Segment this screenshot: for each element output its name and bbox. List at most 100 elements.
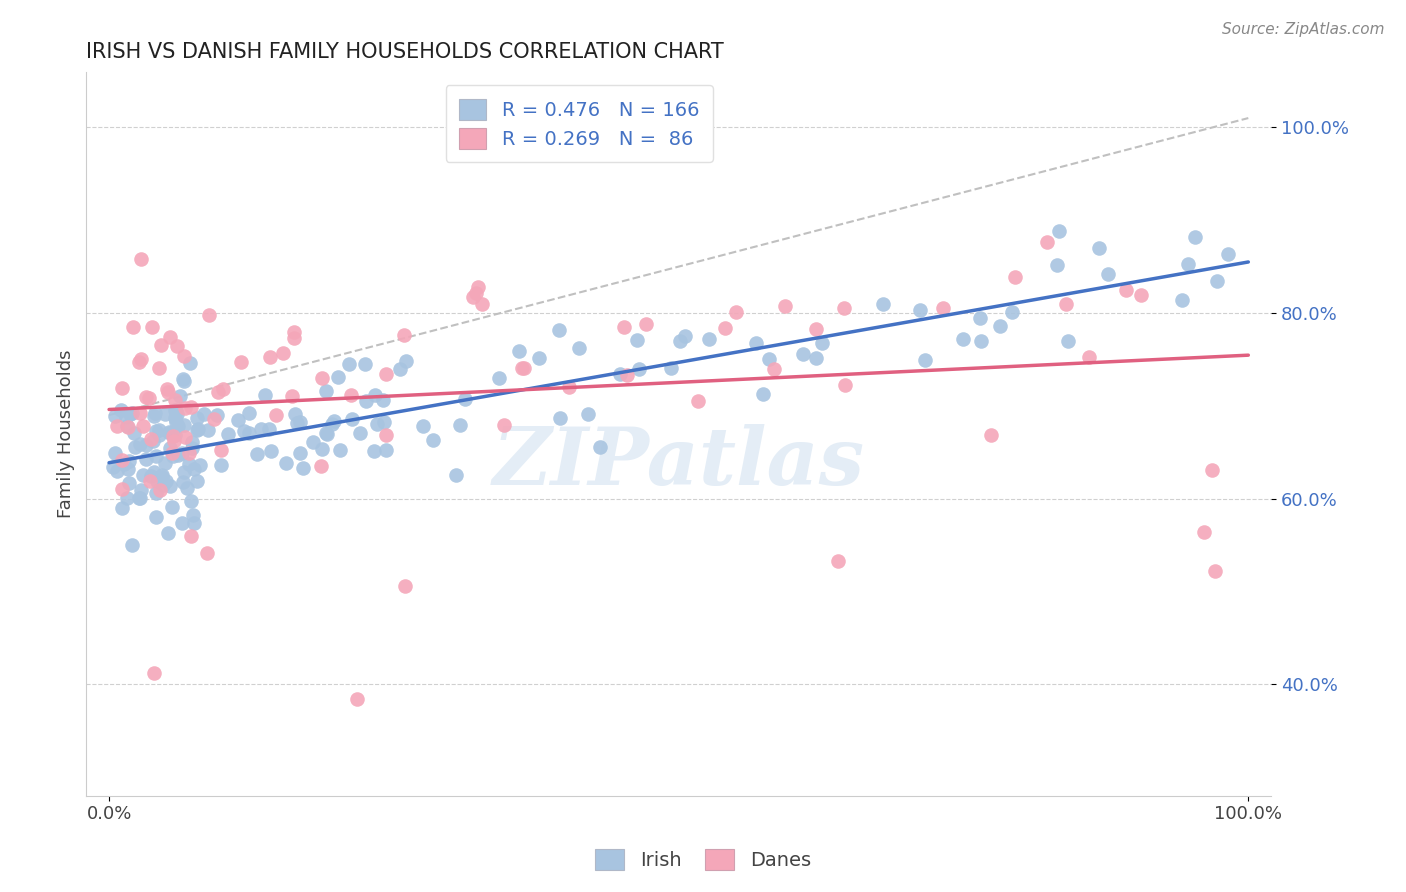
Point — [375, 443, 398, 458]
Point — [142, 665, 165, 680]
Point — [176, 481, 198, 495]
Point — [246, 447, 269, 461]
Point — [117, 461, 139, 475]
Point — [309, 458, 332, 473]
Point — [117, 418, 139, 433]
Point — [792, 347, 814, 361]
Point — [264, 409, 287, 423]
Point — [142, 465, 165, 479]
Point — [288, 415, 311, 429]
Point — [340, 412, 363, 426]
Point — [1000, 305, 1022, 319]
Point — [173, 374, 195, 388]
Point — [129, 252, 152, 266]
Point — [159, 329, 181, 343]
Legend: R = 0.476   N = 166, R = 0.269   N =  86: R = 0.476 N = 166, R = 0.269 N = 86 — [446, 85, 713, 162]
Point — [1097, 267, 1119, 281]
Point — [131, 351, 153, 366]
Point — [105, 464, 128, 478]
Point — [138, 392, 160, 406]
Point — [180, 529, 202, 543]
Point — [832, 301, 855, 315]
Point — [162, 449, 184, 463]
Point — [197, 423, 219, 437]
Point — [129, 407, 152, 421]
Point — [1206, 274, 1229, 288]
Point — [177, 457, 200, 471]
Point — [104, 445, 127, 459]
Point — [148, 360, 170, 375]
Point — [128, 355, 150, 369]
Point — [121, 538, 143, 552]
Point — [315, 426, 337, 441]
Point — [173, 430, 195, 444]
Point — [111, 500, 134, 515]
Point — [392, 328, 415, 343]
Point — [488, 370, 510, 384]
Point — [467, 279, 489, 293]
Point — [588, 440, 610, 454]
Point — [388, 361, 411, 376]
Point — [141, 320, 163, 334]
Point — [773, 299, 796, 313]
Point — [283, 331, 305, 345]
Point — [122, 425, 145, 440]
Point — [422, 433, 444, 447]
Point — [159, 425, 181, 440]
Point — [149, 483, 172, 498]
Point — [321, 417, 343, 431]
Point — [834, 377, 856, 392]
Point — [155, 382, 177, 396]
Point — [970, 334, 993, 348]
Point — [152, 478, 174, 492]
Point — [354, 394, 377, 409]
Point — [120, 408, 142, 422]
Point — [204, 412, 226, 426]
Point — [492, 417, 515, 432]
Point — [166, 408, 188, 422]
Point — [163, 434, 186, 448]
Point — [229, 355, 252, 369]
Point — [174, 401, 197, 416]
Point — [373, 415, 395, 429]
Point — [166, 339, 188, 353]
Point — [576, 407, 599, 421]
Point — [193, 407, 215, 421]
Point — [806, 322, 828, 336]
Point — [159, 479, 181, 493]
Point — [827, 554, 849, 568]
Point — [697, 332, 720, 346]
Point — [173, 349, 195, 363]
Point — [363, 443, 385, 458]
Point — [111, 452, 134, 467]
Point — [260, 443, 283, 458]
Point — [183, 462, 205, 476]
Point — [763, 362, 786, 376]
Point — [628, 362, 651, 376]
Point — [150, 470, 173, 484]
Point — [510, 360, 533, 375]
Point — [207, 385, 229, 400]
Point — [471, 297, 494, 311]
Point — [111, 482, 134, 496]
Text: ZIPatlas: ZIPatlas — [492, 424, 865, 501]
Point — [311, 370, 333, 384]
Point — [226, 413, 249, 427]
Point — [153, 407, 176, 421]
Point — [548, 411, 571, 425]
Point — [172, 371, 194, 385]
Point — [568, 341, 591, 355]
Point — [412, 419, 434, 434]
Point — [1201, 463, 1223, 477]
Point — [118, 476, 141, 491]
Point — [186, 423, 208, 437]
Point — [124, 440, 146, 454]
Point — [169, 388, 191, 402]
Point — [745, 336, 768, 351]
Point — [186, 410, 208, 425]
Point — [159, 441, 181, 455]
Point — [668, 334, 690, 348]
Point — [1194, 524, 1216, 539]
Point — [198, 309, 221, 323]
Point — [105, 418, 128, 433]
